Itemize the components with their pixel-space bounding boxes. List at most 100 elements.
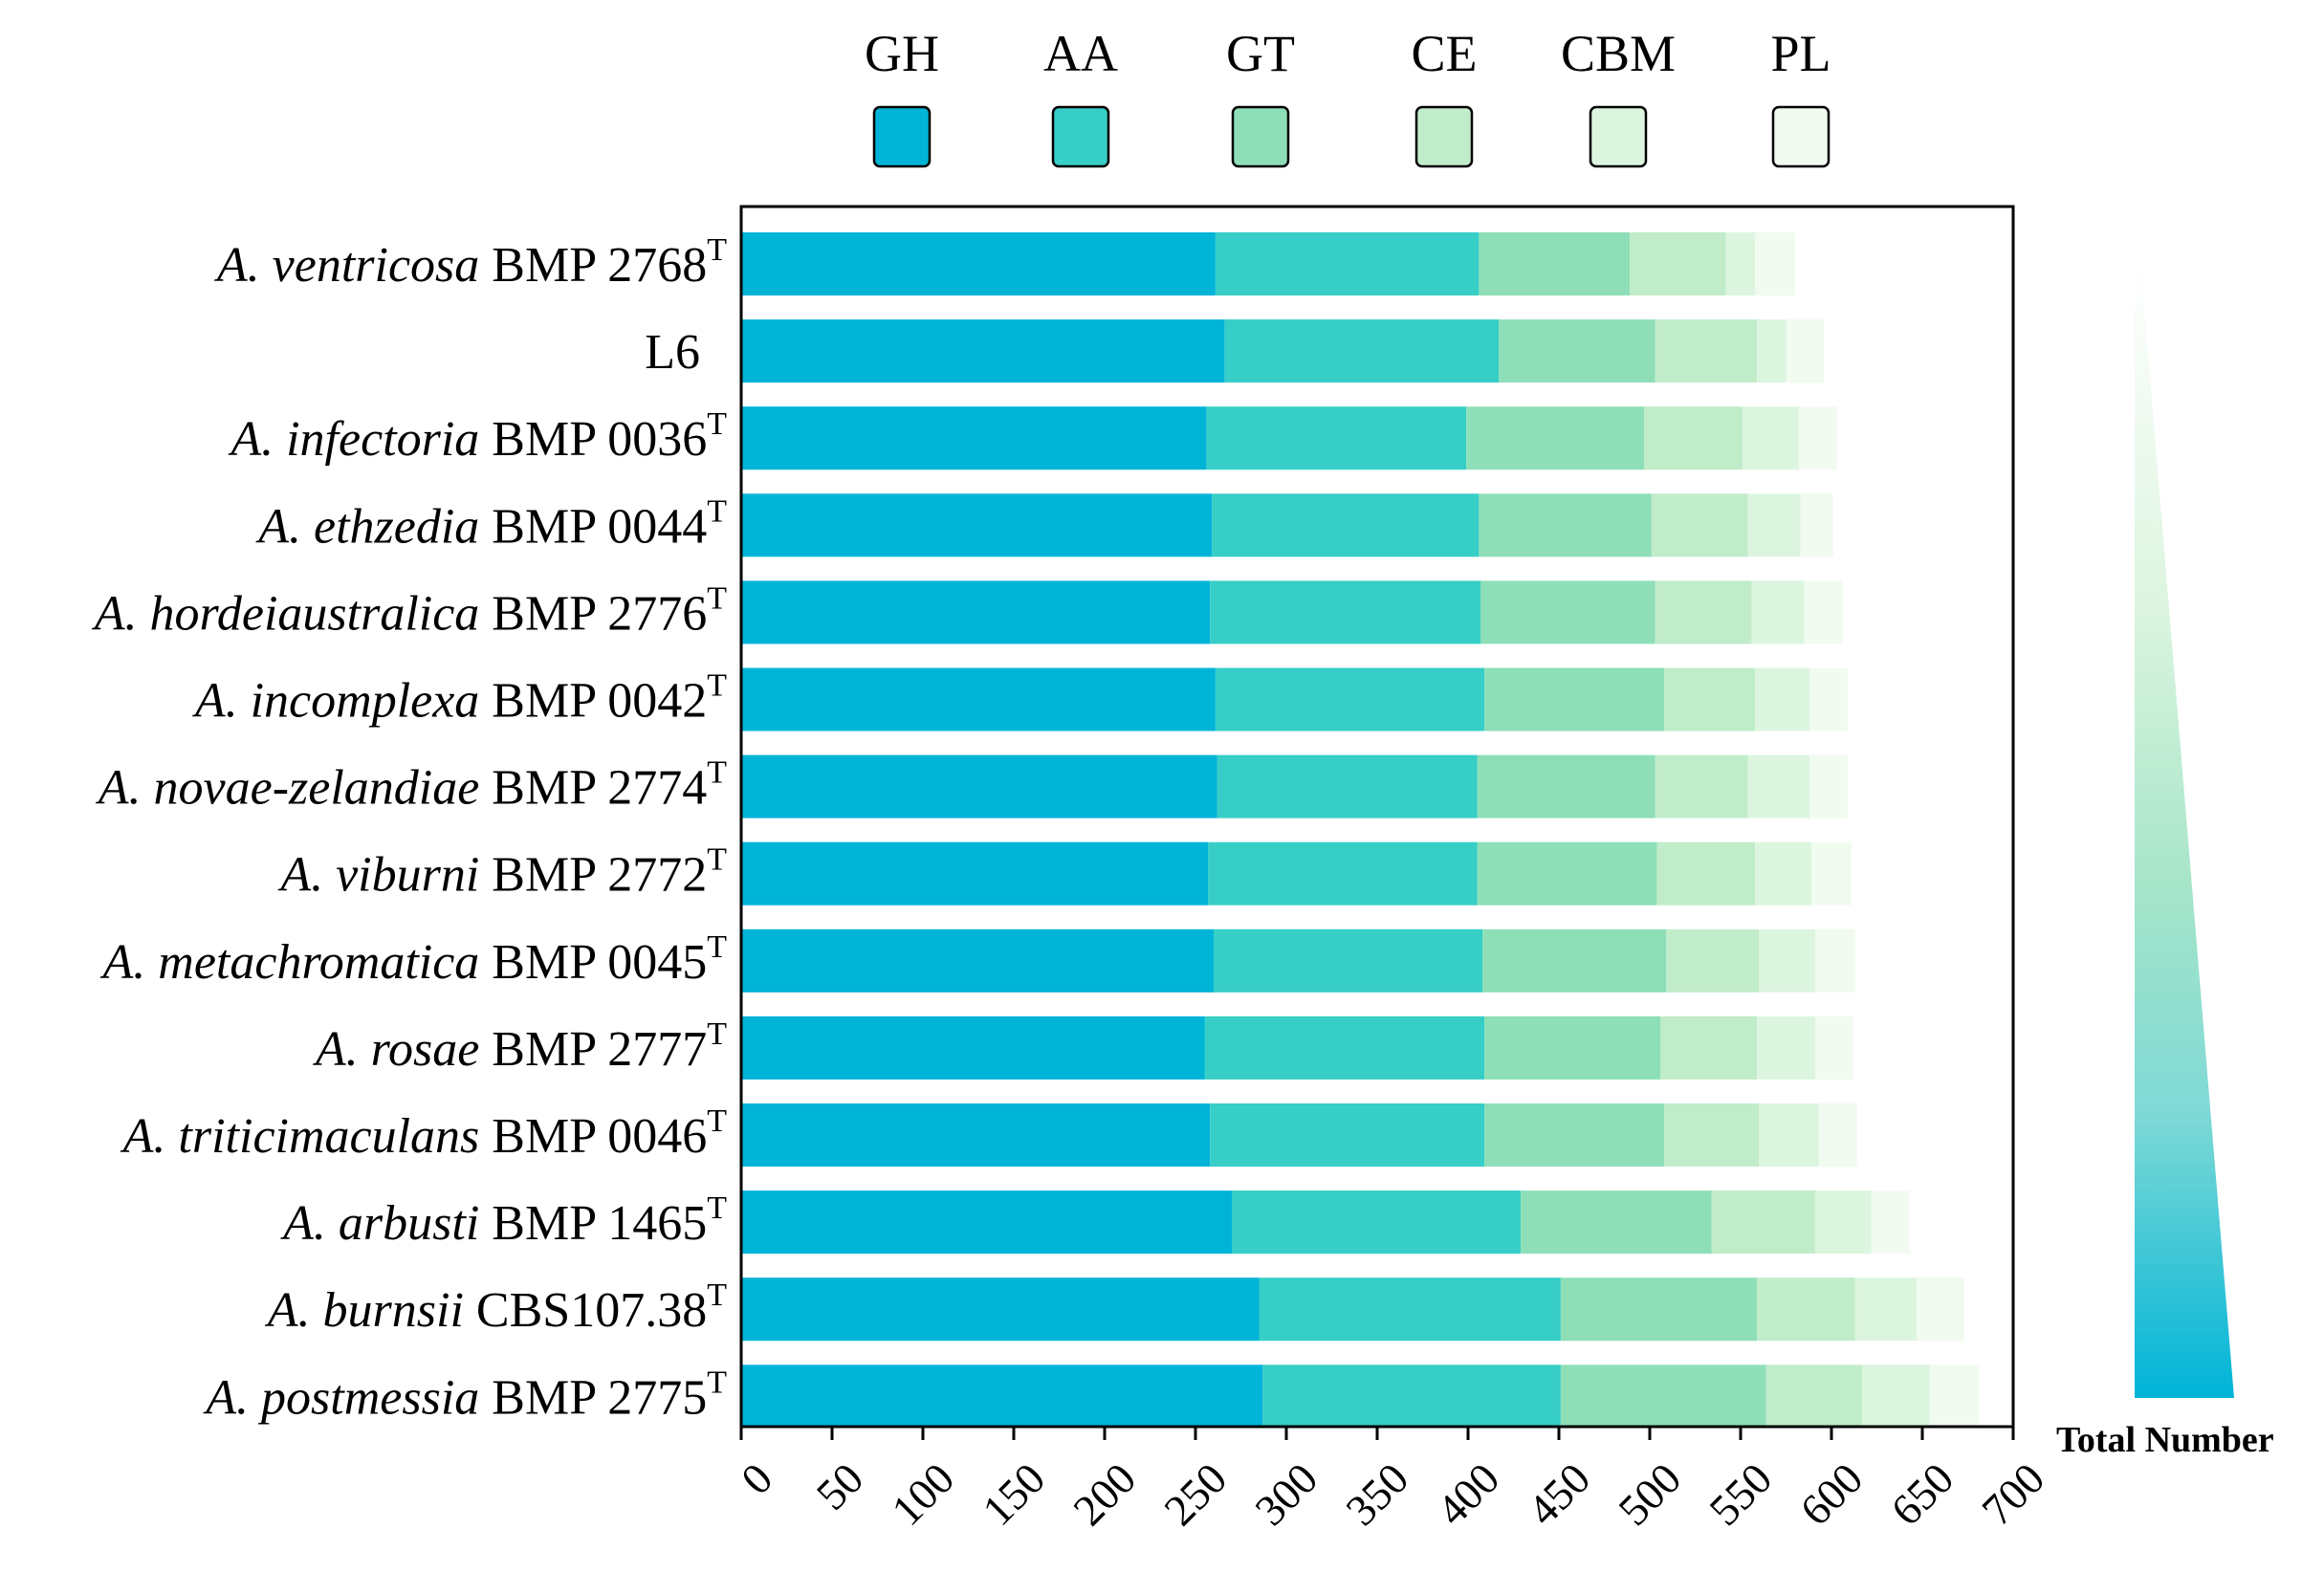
x-tick-label-150: 150	[973, 1453, 1054, 1535]
category-label-italic: A. burnsii	[265, 1283, 464, 1338]
x-tick-label-50: 50	[807, 1453, 873, 1519]
category-label-9: A. rosae BMP 2777T	[313, 1016, 727, 1077]
bar-cbm-1	[1757, 319, 1787, 383]
legend-swatch-aa	[1051, 105, 1110, 168]
category-label-7: A. viburni BMP 2772T	[277, 842, 727, 903]
x-tick-label-400: 400	[1427, 1453, 1508, 1535]
bar-pl-7	[1811, 841, 1852, 906]
category-label-0: A. ventricosa BMP 2768T	[214, 232, 727, 293]
bar-aa-9	[1204, 1015, 1485, 1080]
bar-pl-12	[1917, 1277, 1964, 1342]
bar-gt-12	[1560, 1277, 1758, 1342]
bar-ce-6	[1655, 754, 1748, 819]
legend-label-aa: AA	[1043, 25, 1118, 82]
bar-ce-12	[1757, 1277, 1855, 1342]
bar-gh-1	[741, 319, 1225, 383]
bar-aa-5	[1215, 667, 1485, 731]
x-tick-label-100: 100	[882, 1453, 963, 1535]
bar-ce-2	[1644, 406, 1743, 470]
bar-pl-1	[1786, 319, 1825, 383]
bar-gh-8	[741, 928, 1214, 993]
legend-swatch-ce	[1414, 105, 1474, 168]
category-label-sup: T	[707, 1103, 727, 1139]
bar-cbm-2	[1742, 406, 1799, 470]
bar-gh-0	[741, 232, 1216, 295]
bar-gh-13	[741, 1365, 1263, 1429]
category-label-10: A. triticimaculans BMP 0046T	[121, 1103, 728, 1164]
bar-aa-10	[1210, 1103, 1485, 1167]
category-label-2: A. infectoria BMP 0036T	[228, 406, 727, 467]
category-label-sup: T	[707, 232, 727, 268]
category-label-text: BMP 0046	[479, 1109, 707, 1164]
category-label-italic: A. metachromatica	[100, 935, 480, 990]
legend-swatch-pl	[1771, 105, 1831, 168]
bar-cbm-7	[1755, 841, 1812, 906]
bar-aa-3	[1212, 493, 1480, 557]
bar-cbm-4	[1751, 580, 1805, 644]
bar-gt-10	[1484, 1103, 1665, 1167]
x-tick-label-300: 300	[1245, 1453, 1326, 1535]
category-label-italic: A. infectoria	[228, 412, 479, 467]
category-label-11: A. arbusti BMP 1465T	[280, 1190, 727, 1251]
bar-pl-13	[1929, 1365, 1979, 1429]
bar-ce-3	[1651, 493, 1748, 557]
category-label-sup: T	[707, 1016, 727, 1052]
category-label-sup: T	[707, 493, 727, 529]
category-label-text: BMP 2772	[479, 848, 707, 903]
bar-gt-7	[1477, 841, 1657, 906]
bar-ce-9	[1660, 1015, 1758, 1080]
bar-cbm-13	[1862, 1365, 1930, 1429]
bar-pl-4	[1804, 580, 1843, 644]
legend-label-pl: PL	[1770, 25, 1831, 82]
bar-aa-0	[1215, 232, 1480, 295]
bar-aa-8	[1214, 928, 1483, 993]
bar-pl-10	[1818, 1103, 1857, 1167]
category-label-text: BMP 2768	[479, 238, 707, 293]
x-tick-label-700: 700	[1972, 1453, 2053, 1535]
bar-gt-2	[1466, 406, 1645, 470]
x-tick-label-350: 350	[1336, 1453, 1417, 1535]
legend-label-gt: GT	[1226, 25, 1295, 82]
bar-aa-1	[1224, 319, 1500, 383]
category-label-sup: T	[707, 755, 727, 791]
bar-pl-8	[1814, 928, 1855, 993]
x-tick-label-250: 250	[1154, 1453, 1236, 1535]
bar-ce-7	[1656, 841, 1756, 906]
bar-gh-9	[741, 1015, 1205, 1080]
category-label-sup: T	[707, 929, 727, 965]
category-label-text: BMP 0036	[479, 412, 707, 467]
bar-cbm-10	[1759, 1103, 1819, 1167]
category-label-italic: A. incomplexa	[192, 674, 479, 729]
bar-aa-4	[1210, 580, 1481, 644]
bar-gt-4	[1480, 580, 1655, 644]
category-label-italic: A. viburni	[277, 848, 479, 903]
bar-cbm-11	[1814, 1190, 1872, 1255]
category-label-italic: A. hordeiaustralica	[92, 586, 480, 641]
bar-gh-12	[741, 1277, 1260, 1342]
legend-label-ce: CE	[1411, 25, 1477, 82]
category-label-sup: T	[707, 668, 727, 704]
bar-ce-10	[1664, 1103, 1759, 1167]
bar-cbm-3	[1747, 493, 1801, 557]
category-label-text: BMP 2775	[479, 1370, 707, 1425]
bar-pl-6	[1809, 754, 1849, 819]
bar-gh-11	[741, 1190, 1232, 1255]
category-label-italic: A. triticimaculans	[121, 1109, 480, 1164]
category-label-4: A. hordeiaustralica BMP 2776T	[92, 580, 727, 641]
bar-gh-3	[741, 493, 1213, 557]
category-label-text: BMP 2774	[479, 761, 707, 816]
bar-aa-12	[1259, 1277, 1561, 1342]
category-label-sup: T	[707, 1190, 727, 1226]
bar-ce-13	[1765, 1365, 1863, 1429]
bar-pl-2	[1798, 406, 1837, 470]
bar-gt-3	[1479, 493, 1652, 557]
category-label-italic: A. ethzedia	[255, 499, 479, 554]
bar-gh-2	[741, 406, 1207, 470]
legend-swatch-gh	[872, 105, 932, 168]
bar-cbm-12	[1854, 1277, 1918, 1342]
bar-aa-13	[1262, 1365, 1561, 1429]
bars	[741, 232, 1979, 1429]
bar-aa-6	[1217, 754, 1478, 819]
bar-cbm-8	[1759, 928, 1815, 993]
